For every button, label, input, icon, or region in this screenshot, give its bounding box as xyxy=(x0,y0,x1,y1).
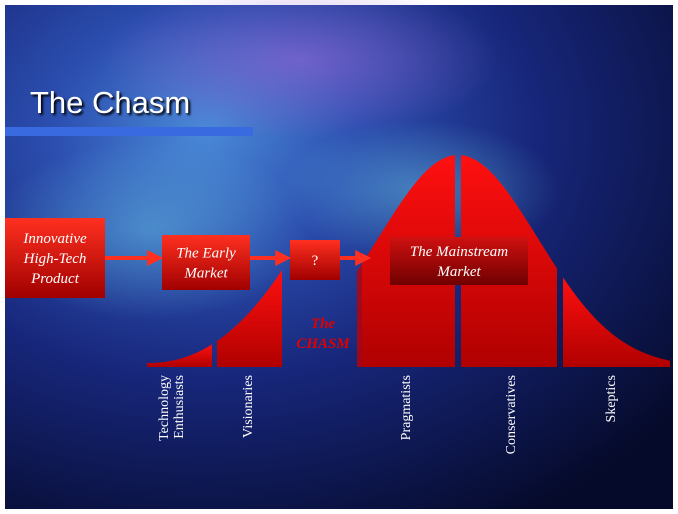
box xyxy=(290,240,340,280)
box-label: Market xyxy=(183,266,228,282)
curve-segment xyxy=(217,270,282,367)
segment-label: Pragmatists xyxy=(399,375,414,440)
title: The Chasm xyxy=(30,85,190,120)
title-bar xyxy=(5,127,253,136)
box-label: ? xyxy=(312,253,319,269)
box xyxy=(5,218,105,298)
curve-segment xyxy=(563,277,670,367)
box xyxy=(162,235,250,290)
segment-label: Conservatives xyxy=(504,375,519,454)
box-label: Product xyxy=(30,271,80,287)
labels: The CHASM Technology Enthusiasts Visionaries… xyxy=(157,316,619,454)
box-label: Market xyxy=(436,264,481,280)
box-label: The Early xyxy=(176,246,236,262)
box-label: High-Tech xyxy=(23,251,87,267)
box xyxy=(390,237,528,285)
cloud xyxy=(100,0,500,140)
segment-label: Visionaries xyxy=(241,375,256,438)
box-label: The Mainstream xyxy=(410,244,508,260)
chasm-label: CHASM xyxy=(296,336,350,352)
box-label: Innovative xyxy=(22,231,87,247)
segment-label: Technology xyxy=(157,375,172,441)
segment-label: Enthusiasts xyxy=(172,375,187,439)
segment-label: Skeptics xyxy=(604,375,619,422)
curve-segment xyxy=(147,344,212,367)
boxes: Innovative High-Tech Product The Early Marke… xyxy=(5,218,528,298)
chasm-label: The xyxy=(311,316,336,332)
curve-segment xyxy=(357,263,362,367)
